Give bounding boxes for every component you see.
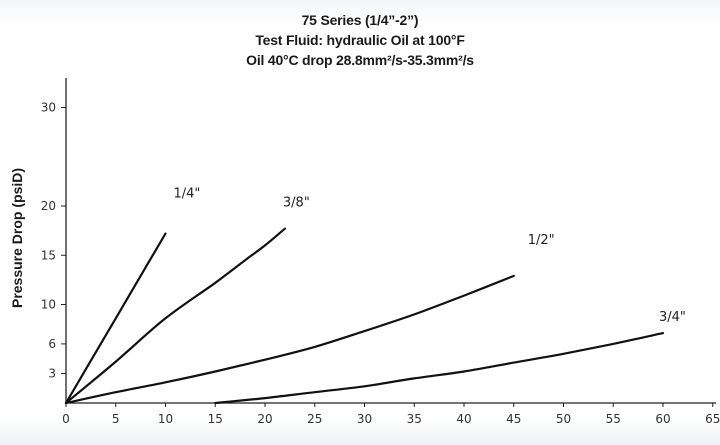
x-tick-label: 45 <box>506 412 521 426</box>
chart-axes <box>65 77 716 404</box>
series-label: 3/4" <box>659 310 686 325</box>
y-tick-label: 30 <box>41 101 56 115</box>
x-tick-label: 5 <box>112 412 120 426</box>
y-tick-label: 20 <box>41 199 56 213</box>
y-tick-label: 3 <box>48 366 56 380</box>
chart-title-line-3: Oil 40°C drop 28.8mm²/s-35.3mm²/s <box>246 52 474 68</box>
y-axis-label: Pressure Drop (psiD) <box>9 168 25 308</box>
y-tick-label: 6 <box>48 337 56 351</box>
x-tick-label: 50 <box>556 412 571 426</box>
x-tick-label: 60 <box>655 412 670 426</box>
x-tick-label: 25 <box>307 412 322 426</box>
series-line-4 <box>214 332 665 405</box>
x-tick-label: 40 <box>456 412 471 426</box>
x-tick-label: 30 <box>357 412 372 426</box>
x-tick-label: 65 <box>705 412 720 426</box>
chart-series-labels: 1/4" 3/8" 1/2" 3/4" <box>174 187 686 325</box>
chart-title-line-1: 75 Series (1/4”-2”) <box>301 12 419 28</box>
chart-title-line-2: Test Fluid: hydraulic Oil at 100°F <box>255 32 465 48</box>
x-tick-label: 15 <box>208 412 223 426</box>
series-line-3 <box>64 274 515 405</box>
series-line-2 <box>64 227 286 405</box>
y-tick-label: 10 <box>41 298 56 312</box>
x-tick-label: 20 <box>257 412 272 426</box>
chart-series <box>64 227 665 405</box>
series-label: 3/8" <box>283 196 310 211</box>
x-tick-label: 55 <box>606 412 621 426</box>
x-tick-label: 10 <box>158 412 173 426</box>
series-line-1 <box>64 232 167 405</box>
x-tick-label: 35 <box>407 412 422 426</box>
x-tick-label: 0 <box>62 412 70 426</box>
chart-ticks: 3 6 10 15 20 30 0 5 10 15 20 25 30 35 40 45 50 55 60 65 <box>41 101 720 427</box>
series-label: 1/2" <box>528 233 555 248</box>
y-tick-label: 15 <box>41 248 56 262</box>
series-label: 1/4" <box>174 187 201 202</box>
